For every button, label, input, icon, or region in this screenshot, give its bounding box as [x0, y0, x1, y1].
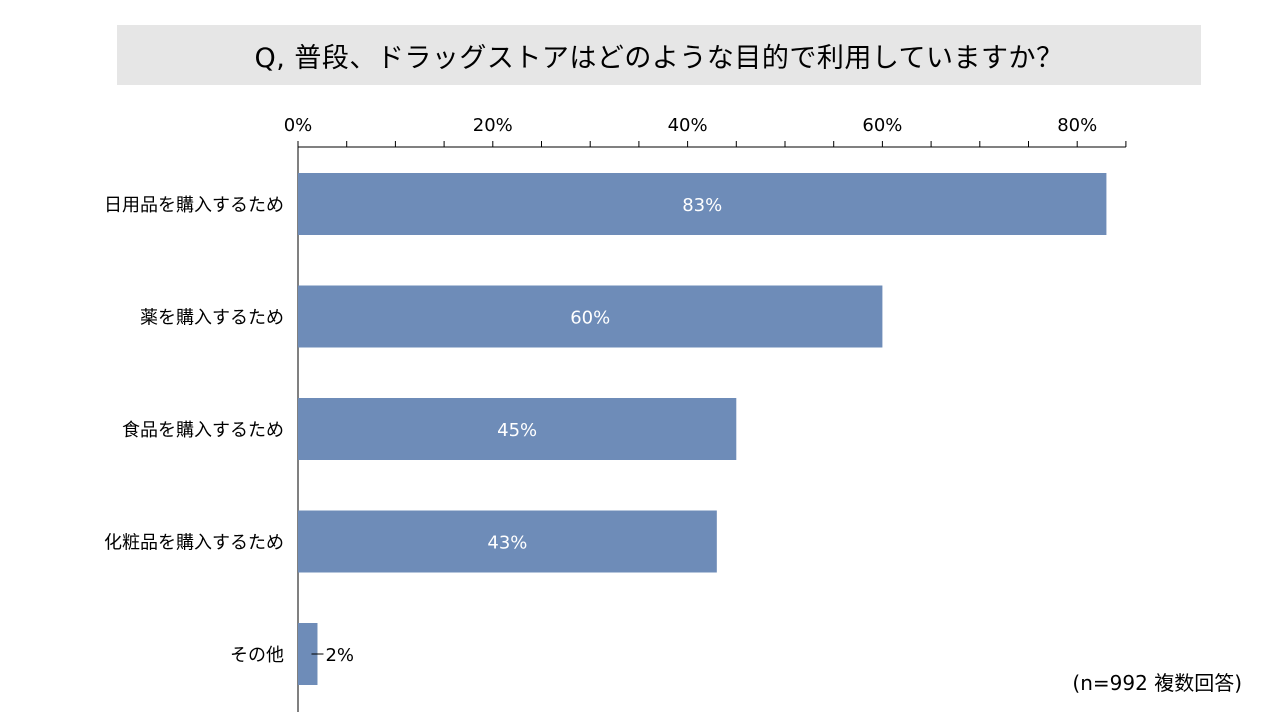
bar: [298, 623, 318, 685]
bar: [298, 510, 717, 573]
category-label: 食品を購入するため: [122, 420, 284, 441]
x-tick-label: 40%: [668, 115, 708, 136]
data-label: 45%: [497, 420, 537, 441]
chart-title: Q, 普段、ドラッグストアはどのような目的で利用していますか？: [254, 42, 1064, 74]
category-label: 日用品を購入するため: [104, 195, 284, 216]
x-tick-label: 0%: [284, 115, 313, 136]
category-label: 化粧品を購入するため: [104, 533, 284, 554]
x-tick-label: 80%: [1057, 115, 1097, 136]
data-label: 43%: [487, 533, 527, 554]
category-label: 薬を購入するため: [140, 308, 284, 329]
x-tick-label: 60%: [862, 115, 902, 136]
data-label: 60%: [570, 308, 610, 329]
category-label: その他: [230, 645, 284, 666]
sample-note: (n=992 複数回答): [1072, 671, 1242, 695]
x-tick-label: 20%: [473, 115, 513, 136]
bar: [298, 285, 883, 348]
title-bar: Q, 普段、ドラッグストアはどのような目的で利用していますか？: [117, 25, 1201, 85]
data-label: 2%: [325, 645, 354, 666]
bar: [298, 398, 737, 460]
bar: [298, 173, 1107, 235]
data-label: 83%: [682, 195, 722, 216]
